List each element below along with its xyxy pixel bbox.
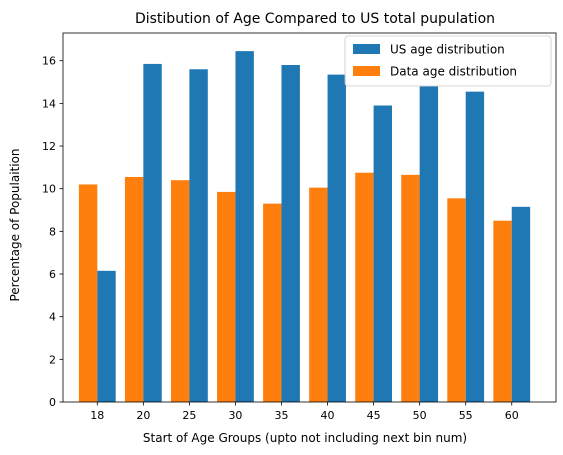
y-tick-label: 8	[49, 225, 56, 238]
x-tick-label: 30	[228, 409, 242, 422]
plot-frame	[62, 32, 557, 403]
legend: US age distribution Data age distribution	[344, 35, 552, 87]
axes-layer: 0 2 4 6 8 10 12 14 16 18 20 25 30 35 40 45 50 55 60	[42, 32, 557, 422]
y-tick-label: 12	[42, 140, 56, 153]
legend-label: Data age distribution	[390, 65, 517, 79]
legend-swatch	[353, 44, 380, 54]
legend-label: US age distribution	[390, 43, 505, 57]
bar-data-age-35	[263, 203, 282, 402]
bar-data-age-40	[309, 187, 328, 402]
bar-us-age-55	[465, 91, 485, 402]
bar-us-age-45	[373, 105, 392, 402]
y-tick-label: 0	[49, 396, 56, 409]
bar-us-age-40	[327, 74, 346, 403]
bar-data-age-55	[447, 198, 466, 402]
bar-data-age-45	[355, 172, 374, 402]
legend-swatch	[353, 66, 380, 76]
x-tick-label: 25	[182, 409, 196, 422]
bar-us-age-50	[419, 86, 439, 402]
y-tick-label: 4	[49, 311, 56, 324]
bar-data-age-50	[401, 174, 420, 402]
bar-us-age-30	[235, 51, 254, 402]
chart-title: Distibution of Age Compared to US total …	[135, 11, 495, 27]
bar-data-age-18	[78, 184, 98, 402]
bar-data-age-60	[493, 220, 512, 402]
bar-us-age-60	[511, 206, 531, 402]
y-tick-label: 6	[49, 268, 56, 281]
bar-us-age-18	[97, 270, 116, 402]
x-tick-label: 40	[321, 409, 335, 422]
y-tick-label: 2	[49, 353, 56, 366]
bar-us-age-20	[143, 63, 162, 403]
bar-data-age-20	[124, 176, 144, 402]
bar-data-age-30	[217, 191, 236, 402]
x-tick-label: 55	[459, 409, 473, 422]
bar-us-age-25	[189, 69, 208, 402]
x-tick-label: 20	[136, 409, 150, 422]
x-tick-label: 60	[505, 409, 519, 422]
bar-data-age-25	[171, 180, 190, 402]
x-axis-label: Start of Age Groups (upto not including …	[143, 431, 467, 445]
y-tick-label: 14	[42, 97, 56, 110]
y-axis-label: Percentage of Populaition	[8, 148, 22, 301]
legend-box	[344, 35, 552, 87]
x-tick-label: 18	[90, 409, 104, 422]
bar-us-age-35	[281, 64, 300, 403]
bars-layer	[78, 51, 531, 403]
y-tick-label: 16	[42, 55, 56, 68]
y-tick-label: 10	[42, 183, 56, 196]
x-tick-label: 35	[275, 409, 289, 422]
x-tick-label: 50	[413, 409, 427, 422]
x-tick-label: 45	[367, 409, 381, 422]
